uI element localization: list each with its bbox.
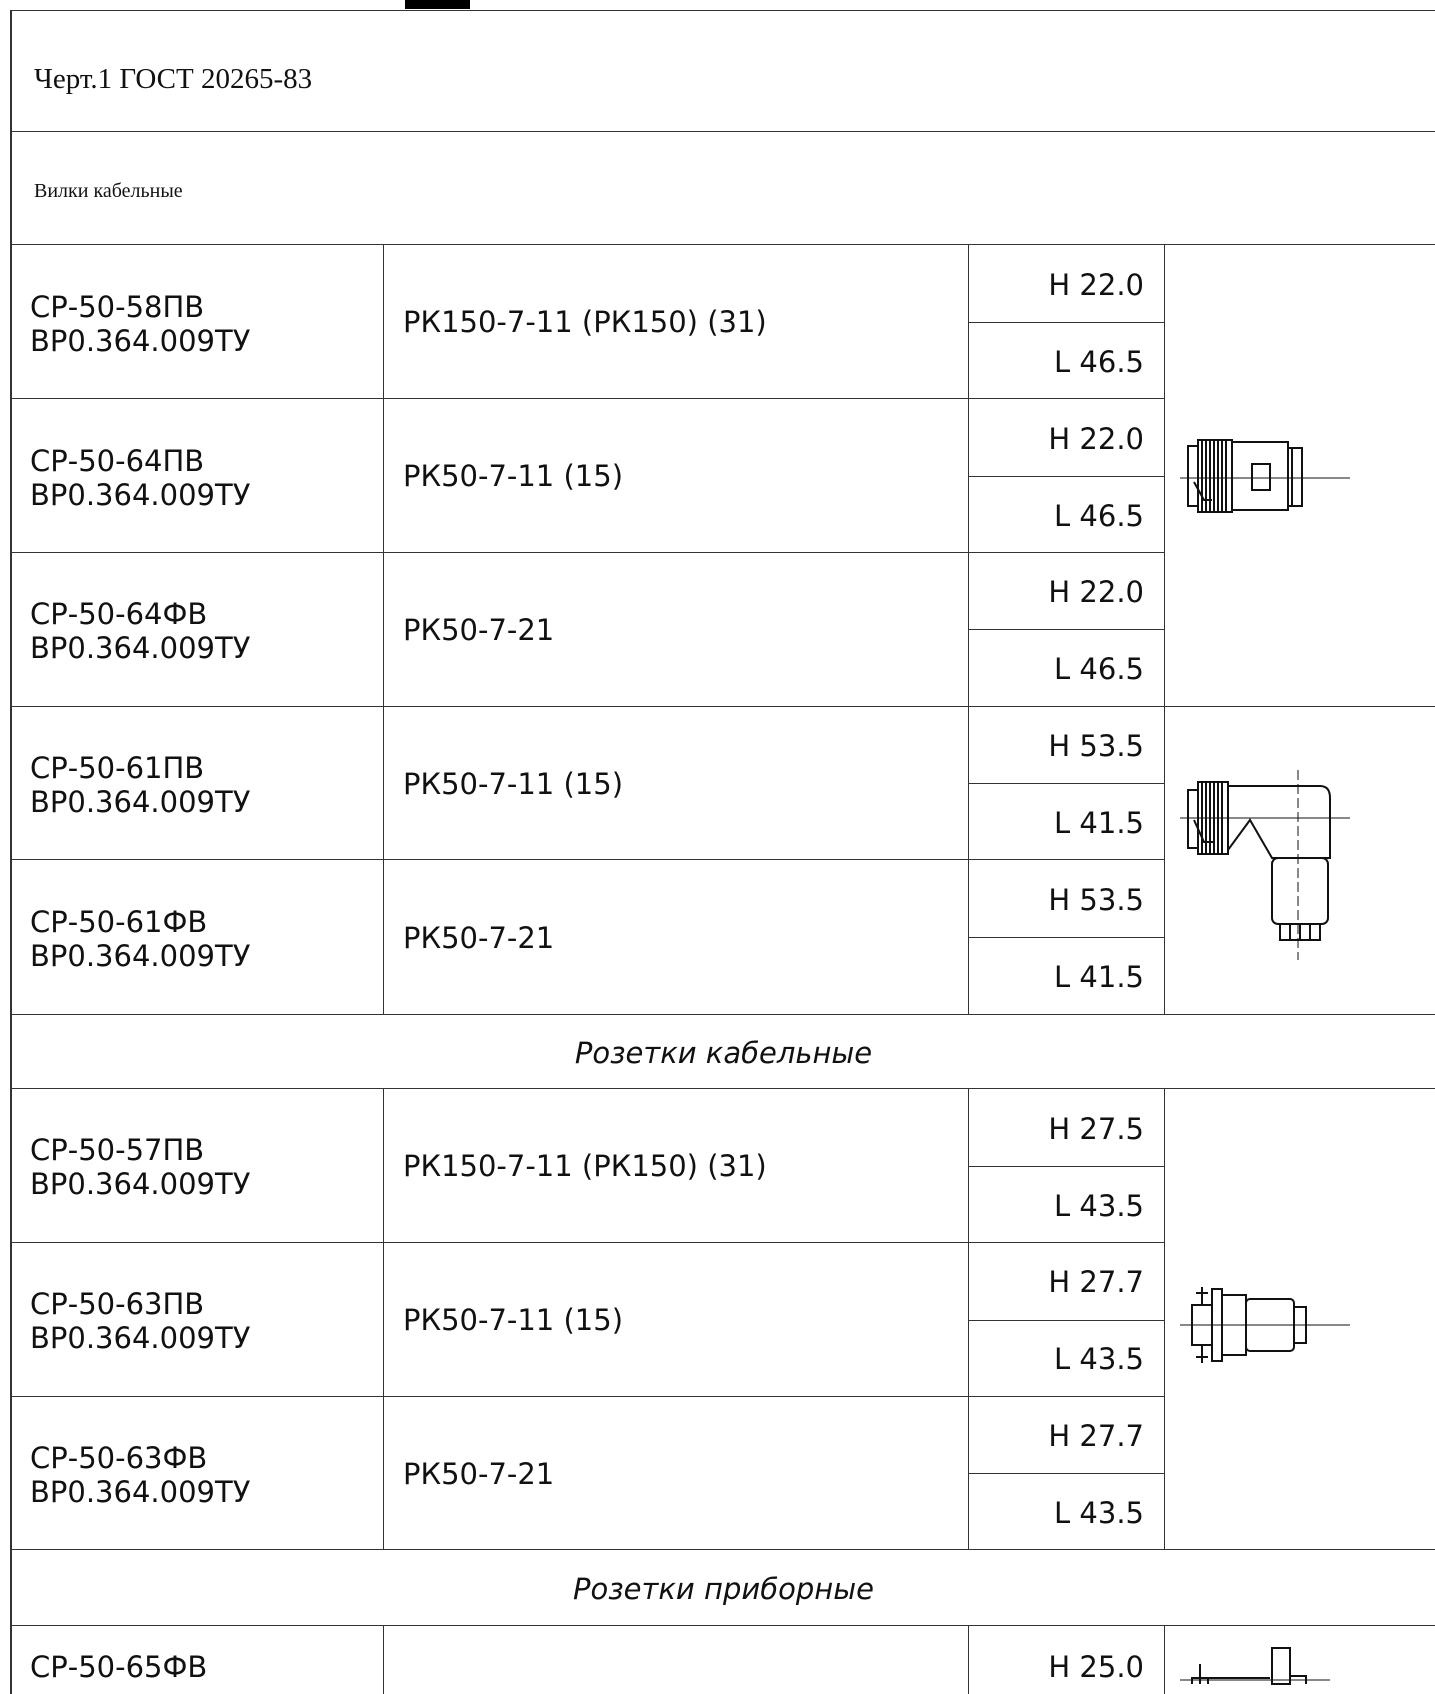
cable-socket-drawing-icon [1180, 1287, 1350, 1363]
h-dimension: Н 53.5 [1048, 729, 1144, 763]
table-row: СР-50-63ФВ ВР0.364.009ТУ [30, 1441, 250, 1509]
row-line [12, 859, 1164, 860]
spec-code: ВР0.364.009ТУ [30, 478, 251, 512]
dim-split [968, 1473, 1164, 1474]
col-divider-1b [383, 1088, 384, 1550]
cable-type: РК50-7-11 (15) [403, 459, 624, 493]
model-name: СР-50-63ПВ [30, 1287, 205, 1321]
model-name: СР-50-63ФВ [30, 1441, 208, 1475]
row-line [12, 552, 1164, 553]
col-divider-3b [1164, 1088, 1165, 1550]
cable-type: РК50-7-11 (15) [403, 767, 624, 801]
table-row: СР-50-58ПВ ВР0.364.009ТУ [30, 290, 250, 358]
table-row: СР-50-57ПВ ВР0.364.009ТУ [30, 1133, 250, 1201]
row-line [12, 1625, 1435, 1626]
spec-code: ВР0.364.009ТУ [30, 1167, 251, 1201]
col-divider-3 [1164, 245, 1165, 1015]
spec-code: ВР0.364.009ТУ [30, 939, 251, 973]
h-dimension: Н 22.0 [1048, 422, 1144, 456]
dim-split [968, 1166, 1164, 1167]
h-dimension: Н 22.0 [1048, 575, 1144, 609]
row-line [12, 1242, 1164, 1243]
l-dimension: L 46.5 [1054, 499, 1144, 533]
category-header: Вилки кабельные [12, 132, 1435, 245]
table-row: СР-50-65ФВ [30, 1650, 207, 1684]
h-dimension: Н 27.5 [1048, 1112, 1144, 1146]
model-name: СР-50-58ПВ [30, 290, 205, 324]
table-row: СР-50-61ПВ ВР0.364.009ТУ [30, 751, 250, 819]
l-dimension: L 43.5 [1054, 1189, 1144, 1223]
col-divider-2 [968, 245, 969, 1015]
panel-socket-drawing-icon [1180, 1647, 1330, 1685]
model-name: СР-50-64ФВ [30, 597, 208, 631]
h-dimension: Н 53.5 [1048, 883, 1144, 917]
cable-type: РК150-7-11 (РК150) (31) [403, 305, 767, 339]
model-name: СР-50-64ПВ [30, 444, 205, 478]
row-line [12, 398, 1164, 399]
h-dimension: Н 27.7 [1048, 1265, 1144, 1299]
table-frame [10, 10, 1435, 1694]
col-divider-2b [968, 1088, 969, 1550]
standard-header: Черт.1 ГОСТ 20265-83 [12, 10, 1435, 132]
cable-type: РК50-7-21 [403, 613, 555, 647]
table-row: СР-50-64ФВ ВР0.364.009ТУ [30, 597, 250, 665]
l-dimension: L 41.5 [1054, 960, 1144, 994]
dim-split [968, 1320, 1164, 1321]
category-title: Вилки кабельные [34, 180, 183, 202]
dim-split [968, 937, 1164, 938]
spec-code: ВР0.364.009ТУ [30, 1321, 251, 1355]
cable-type: РК50-7-11 (15) [403, 1303, 624, 1337]
l-dimension: L 43.5 [1054, 1496, 1144, 1530]
model-name: СР-50-61ПВ [30, 751, 205, 785]
l-dimension: L 46.5 [1054, 345, 1144, 379]
col-divider-1 [383, 245, 384, 1015]
row-line [12, 706, 1435, 707]
cable-type: РК50-7-21 [403, 921, 555, 955]
h-dimension: Н 27.7 [1048, 1419, 1144, 1453]
model-name: СР-50-57ПВ [30, 1133, 205, 1167]
row-line [12, 1396, 1164, 1397]
col-divider-1c [383, 1625, 384, 1694]
col-divider-2c [968, 1625, 969, 1694]
straight-plug-drawing-icon [1180, 439, 1350, 513]
dim-split [968, 476, 1164, 477]
standard-title: Черт.1 ГОСТ 20265-83 [34, 63, 313, 95]
angled-plug-drawing-icon [1180, 770, 1350, 960]
model-name: СР-50-65ФВ [30, 1650, 208, 1684]
cable-type: РК50-7-21 [403, 1457, 555, 1491]
table-row: СР-50-61ФВ ВР0.364.009ТУ [30, 905, 250, 973]
row-line [12, 1088, 1435, 1089]
l-dimension: L 43.5 [1054, 1342, 1144, 1376]
h-dimension: Н 25.0 [1048, 1650, 1144, 1684]
section-title: Розетки кабельные [574, 1036, 873, 1070]
top-cut-heading-fragment [405, 0, 470, 9]
dim-split [968, 629, 1164, 630]
spec-code: ВР0.364.009ТУ [30, 1475, 251, 1509]
l-dimension: L 46.5 [1054, 652, 1144, 686]
spec-code: ВР0.364.009ТУ [30, 631, 251, 665]
dim-split [968, 783, 1164, 784]
table-row: СР-50-63ПВ ВР0.364.009ТУ [30, 1287, 250, 1355]
table-row: СР-50-64ПВ ВР0.364.009ТУ [30, 444, 250, 512]
spec-code: ВР0.364.009ТУ [30, 785, 251, 819]
row-line [12, 1549, 1435, 1550]
h-dimension: Н 22.0 [1048, 268, 1144, 302]
model-name: СР-50-61ФВ [30, 905, 208, 939]
col-divider-3c [1164, 1625, 1165, 1694]
row-line [12, 1014, 1435, 1015]
spec-code: ВР0.364.009ТУ [30, 324, 251, 358]
cable-type: РК150-7-11 (РК150) (31) [403, 1149, 767, 1183]
section-title: Розетки приборные [573, 1572, 874, 1606]
dim-split [968, 322, 1164, 323]
l-dimension: L 41.5 [1054, 806, 1144, 840]
